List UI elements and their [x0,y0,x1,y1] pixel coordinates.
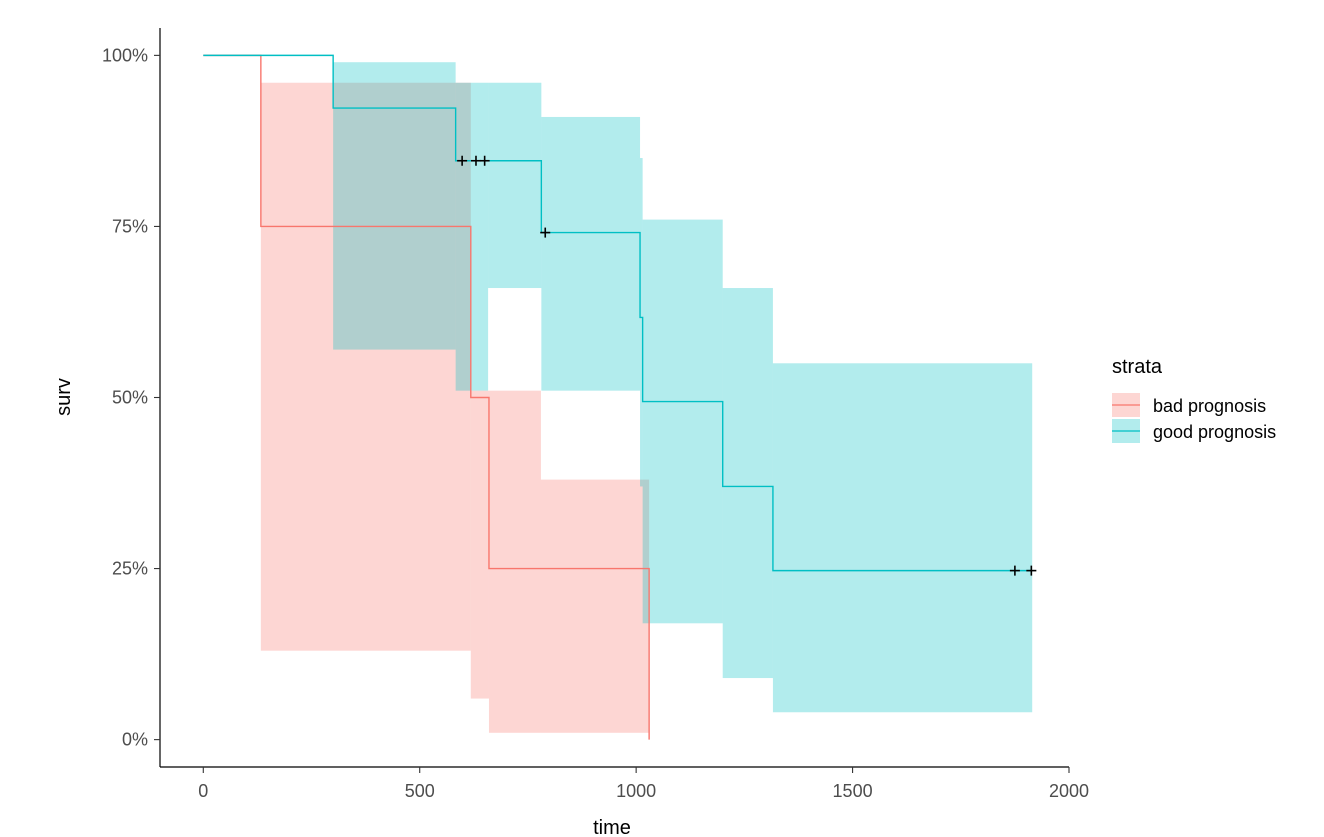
x-axis-title: time [593,817,631,837]
x-tick-label: 1500 [833,781,873,801]
censor-mark-good-prognosis [540,227,551,238]
ci-band-good-prognosis [488,82,542,289]
censor-mark-good-prognosis [1009,565,1020,576]
ci-band-good-prognosis [640,158,643,487]
y-tick-label: 0% [122,730,148,750]
confidence-bands [260,62,1033,733]
ci-band-good-prognosis [541,116,641,391]
legend-item-good-prognosis: good prognosis [1112,419,1276,443]
ci-band-good-prognosis [722,288,773,679]
legend-item-bad-prognosis: bad prognosis [1112,393,1266,417]
legend-title: strata [1112,356,1163,378]
y-axis-title: surv [53,378,75,416]
x-tick-label: 2000 [1049,781,1089,801]
y-tick-label: 25% [112,559,148,579]
ci-band-good-prognosis [455,82,489,391]
ci-band-bad-prognosis [470,390,489,699]
ci-band-good-prognosis [642,219,723,624]
censor-mark-good-prognosis [1026,565,1037,576]
legend-label-good-prognosis: good prognosis [1153,422,1276,442]
y-tick-label: 50% [112,388,148,408]
survival-curve-good-prognosis [203,54,1033,572]
ci-band-bad-prognosis [540,479,650,733]
x-tick-label: 0 [198,781,208,801]
x-tick-label: 500 [405,781,435,801]
y-tick-label: 75% [112,216,148,236]
ci-band-good-prognosis [333,62,456,350]
ci-band-bad-prognosis [488,390,541,733]
y-tick-label: 100% [102,45,148,65]
legend-label-bad-prognosis: bad prognosis [1153,396,1266,416]
x-tick-label: 1000 [616,781,656,801]
censor-mark-good-prognosis [470,155,481,166]
survival-curves [203,54,1033,740]
ci-band-good-prognosis [772,363,1033,713]
survival-curve-bad-prognosis [203,54,650,740]
legend: strata bad prognosis good prognosis [1112,356,1276,443]
censor-mark-good-prognosis [457,155,468,166]
censor-mark-good-prognosis [479,155,490,166]
axis-ticks: 0 500 1000 1500 2000 0% 25% 50% 75% 100% [102,45,1089,801]
censor-marks [457,155,1037,576]
ci-band-bad-prognosis [260,82,471,651]
